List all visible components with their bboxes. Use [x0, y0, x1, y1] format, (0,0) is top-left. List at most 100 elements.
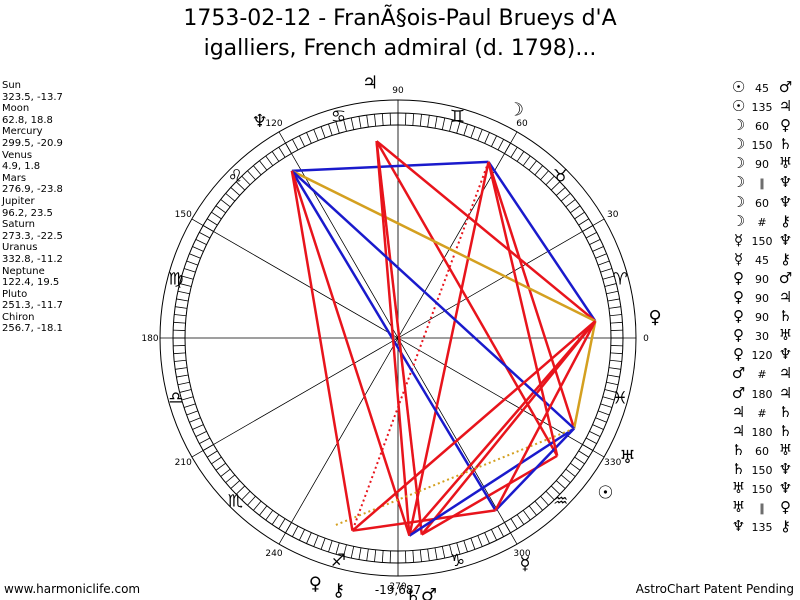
degree-tick: [607, 374, 620, 378]
degree-label: 240: [265, 549, 282, 559]
zodiac-sign-glyph: ♏: [228, 492, 243, 512]
degree-tick: [292, 139, 299, 151]
degree-tick: [366, 548, 369, 561]
zodiac-sign-glyph: ♓: [613, 389, 628, 409]
degree-tick: [470, 126, 476, 138]
degree-tick: [491, 135, 497, 147]
degree-tick: [585, 437, 597, 444]
aspect-planet-a-glyph: ♃: [731, 402, 746, 421]
degree-tick: [497, 139, 504, 151]
degree-tick: [328, 540, 333, 553]
aspect-line: [487, 161, 576, 429]
degree-tick: [195, 431, 207, 437]
degree-tick: [183, 268, 196, 273]
planet-glyph: ♃: [362, 73, 378, 94]
degree-tick: [189, 417, 201, 423]
degree-tick: [604, 389, 617, 393]
degree-tick: [211, 456, 222, 465]
aspect-row: ☉ 135 ♃: [730, 97, 794, 116]
degree-tick: [211, 211, 222, 220]
degree-tick: [247, 496, 256, 506]
aspect-planet-b-glyph: ♄: [778, 135, 793, 154]
degree-tick: [220, 199, 231, 208]
degree-tick: [602, 396, 615, 401]
degree-tick: [271, 151, 280, 162]
degree-tick: [610, 321, 623, 324]
degree-tick: [570, 205, 581, 214]
aspect-row: ☽ # ⚷: [730, 212, 794, 231]
degree-tick: [186, 260, 198, 266]
zodiac-sign-glyph: ♉: [553, 166, 568, 186]
planet-glyph: ♀: [309, 573, 322, 594]
zodiac-sign-glyph: ♐: [331, 551, 346, 571]
aspect-planet-b-glyph: ⚷: [780, 517, 791, 536]
degree-label: 300: [513, 549, 530, 559]
planet-glyph: ☽: [508, 100, 524, 121]
aspect-symbol: 180: [751, 387, 773, 401]
degree-tick: [607, 298, 620, 302]
degree-tick: [484, 532, 490, 544]
degree-tick: [595, 253, 607, 259]
aspect-planet-b-glyph: ♀: [780, 116, 791, 135]
planet-glyph: ♅: [619, 447, 635, 468]
website-link[interactable]: www.harmoniclife.com: [4, 582, 141, 596]
aspect-planet-a-glyph: ☉: [731, 78, 746, 96]
aspect-list: ☉ 45 ♂ ☉ 135 ♃ ☽ 60 ♀ ☽ 150 ♄ ☽ 90 ♅ ☽ ∥ ♆ ☽ 60 ♆ ☽ # ⚷ ☿ 150 ♆ ☿ 45…: [730, 78, 794, 536]
aspect-symbol: 60: [755, 444, 769, 458]
aspect-planet-b-glyph: ♃: [778, 288, 793, 307]
planet-coords: 273.3, -22.5: [2, 230, 63, 242]
degree-tick: [241, 490, 251, 501]
planet-coords: 251.3, -11.7: [2, 300, 63, 312]
zodiac-sign-glyph: ♍: [168, 269, 183, 289]
aspect-planet-a-glyph: ♀: [733, 345, 744, 364]
aspect-line: [375, 140, 597, 323]
aspect-row: ☽ 60 ♆: [730, 193, 794, 212]
degree-tick: [592, 246, 604, 252]
degree-tick: [175, 306, 188, 309]
degree-label: 0: [643, 334, 649, 344]
aspect-planet-a-glyph: ☽: [731, 116, 746, 135]
aspect-planet-b-glyph: ♂: [778, 78, 793, 96]
degree-tick: [609, 314, 622, 317]
degree-tick: [206, 450, 218, 458]
aspect-symbol: 45: [755, 253, 769, 267]
chart-title-line-2: igalliers, French admiral (d. 1798)...: [203, 36, 597, 61]
degree-tick: [560, 474, 571, 483]
aspect-row: ♅ ∥ ♀: [730, 498, 794, 517]
degree-tick: [497, 525, 504, 537]
aspect-planet-a-glyph: ♀: [733, 326, 744, 345]
planet-name: Sun: [2, 80, 22, 91]
degree-tick: [585, 232, 597, 239]
aspect-row: ♀ 90 ♄: [730, 307, 794, 326]
aspect-line: [494, 427, 576, 512]
planet-name: Pluto: [2, 288, 28, 300]
degree-tick: [419, 549, 422, 562]
degree-tick: [253, 165, 262, 176]
degree-tick: [578, 218, 590, 226]
degree-tick: [528, 160, 537, 171]
aspect-line: [375, 141, 423, 535]
aspect-row: ☿ 45 ⚷: [730, 250, 794, 269]
planet-name: Uranus: [2, 242, 38, 254]
degree-tick: [320, 126, 326, 138]
degree-tick: [253, 500, 262, 511]
degree-tick: [463, 540, 468, 553]
degree-tick: [574, 456, 585, 465]
aspect-symbol: #: [757, 215, 767, 229]
aspect-planet-b-glyph: ♅: [778, 440, 793, 459]
degree-label: 330: [604, 458, 621, 468]
aspect-planet-b-glyph: ⚷: [780, 249, 791, 268]
degree-tick: [374, 114, 377, 127]
degree-tick: [306, 132, 312, 144]
degree-tick: [434, 116, 438, 129]
zodiac-sign-glyph: ♈: [613, 269, 628, 289]
aspect-symbol: 150: [751, 482, 773, 496]
aspect-row: ♀ 90 ♃: [730, 288, 794, 307]
degree-tick: [381, 113, 384, 126]
degree-tick: [434, 547, 438, 560]
degree-tick: [343, 544, 347, 557]
aspect-row: ♀ 120 ♆: [730, 345, 794, 364]
degree-tick: [292, 525, 299, 537]
planet-coords: 96.2, 23.5: [2, 207, 53, 219]
degree-tick: [278, 518, 286, 530]
